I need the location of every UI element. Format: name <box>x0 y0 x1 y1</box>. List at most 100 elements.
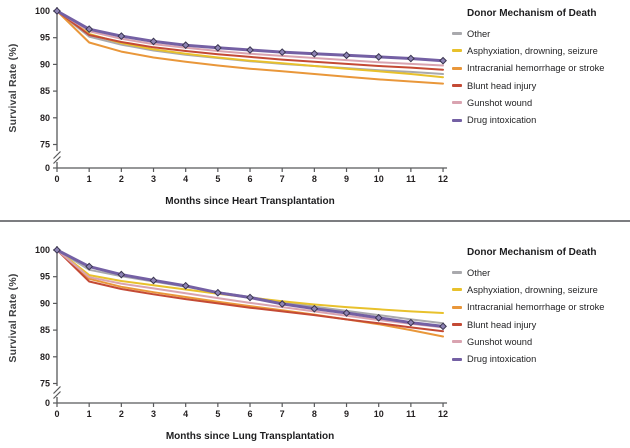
line-swatch-blunt-head-injury <box>452 323 462 327</box>
marker-diamond-drug-intoxication <box>85 262 94 271</box>
x-tick-label: 8 <box>312 409 317 419</box>
line-swatch-gunshot-wound <box>452 101 462 105</box>
x-tick-label: 9 <box>344 174 349 184</box>
x-tick-label: 12 <box>438 409 448 419</box>
y-tick-label: 75 <box>40 140 50 150</box>
axis-break-slash <box>53 386 61 394</box>
x-tick-label: 4 <box>183 174 188 184</box>
axis-break-slash <box>53 156 61 164</box>
y-axis-label-heart: Survival Rate (%) <box>7 43 19 133</box>
marker-diamond-drug-intoxication <box>374 53 383 61</box>
x-tick-label: 1 <box>87 409 92 419</box>
legend-label: Other <box>467 28 491 39</box>
marker-diamond-drug-intoxication <box>406 318 415 327</box>
x-tick-label: 7 <box>280 409 285 419</box>
x-tick-label: 2 <box>119 409 124 419</box>
series-line-blunt-head-injury <box>56 10 444 71</box>
legend-label: Drug intoxication <box>467 354 537 365</box>
x-tick-label: 0 <box>54 409 59 419</box>
legend-label: Intracranial hemorrhage or stroke <box>467 302 605 313</box>
legend-label: Gunshot wound <box>467 336 533 347</box>
marker-diamond-drug-intoxication <box>85 25 94 34</box>
x-tick-label: 8 <box>312 174 317 184</box>
x-axis-title: Months since Lung Transplantation <box>166 431 334 442</box>
x-tick-label: 5 <box>215 174 220 184</box>
x-tick-label: 4 <box>183 409 188 419</box>
marker-diamond-drug-intoxication <box>181 281 190 290</box>
panel-divider <box>0 220 630 222</box>
marker-diamond-drug-intoxication <box>439 322 447 331</box>
legend-title: Donor Mechanism of Death <box>467 8 597 19</box>
marker-diamond-drug-intoxication <box>246 46 254 54</box>
legend-item-other: Other <box>452 264 630 281</box>
legend-item-intracranial: Intracranial hemorrhage or stroke <box>452 60 630 77</box>
x-tick-label: 10 <box>374 409 384 419</box>
legend-lung: Donor Mechanism of Death Other Asphyxiat… <box>452 247 630 368</box>
marker-diamond-drug-intoxication <box>406 54 415 63</box>
marker-diamond-drug-intoxication <box>181 41 190 50</box>
marker-diamond-drug-intoxication <box>342 51 351 60</box>
x-tick-label: 1 <box>87 174 92 184</box>
legend-label: Drug intoxication <box>467 115 537 126</box>
y-tick-label: 75 <box>40 379 50 389</box>
legend-item-other: Other <box>452 25 630 42</box>
marker-diamond-drug-intoxication <box>213 288 222 297</box>
x-tick-label: 5 <box>215 409 220 419</box>
y-tick-label: 85 <box>40 86 50 96</box>
marker-diamond-drug-intoxication <box>310 49 319 58</box>
marker-diamond-drug-intoxication <box>310 304 319 313</box>
y-tick-label: 95 <box>40 272 50 282</box>
legend-item-drug-intoxication: Drug intoxication <box>452 350 630 367</box>
x-tick-label: 11 <box>406 174 416 184</box>
x-tick-label: 10 <box>374 174 384 184</box>
axis-break-slash <box>53 391 61 399</box>
y-tick-label: 0 <box>45 398 50 408</box>
y-tick-label: 80 <box>40 352 50 362</box>
y-tick-label: 95 <box>40 33 50 43</box>
x-axis-title: Months since Heart Transplantation <box>165 196 334 207</box>
series-line-intracranial-hemorrhage-or-stroke <box>56 10 444 85</box>
axis-break-gap <box>55 386 59 397</box>
x-tick-label: 2 <box>119 174 124 184</box>
y-tick-label: 80 <box>40 113 50 123</box>
series-line-other <box>56 10 444 75</box>
line-swatch-asphyxiation <box>452 49 462 53</box>
x-tick-label: 0 <box>54 174 59 184</box>
x-tick-label: 12 <box>438 174 448 184</box>
y-tick-label: 90 <box>40 59 50 69</box>
line-swatch-drug-intoxication <box>452 118 462 122</box>
marker-diamond-drug-intoxication <box>53 7 61 15</box>
legend-label: Asphyxiation, drowning, seizure <box>467 284 598 295</box>
legend-label: Other <box>467 267 491 278</box>
line-swatch-intracranial <box>452 66 462 70</box>
legend-item-intracranial: Intracranial hemorrhage or stroke <box>452 299 630 316</box>
marker-diamond-drug-intoxication <box>53 246 61 254</box>
y-tick-label: 100 <box>35 6 50 16</box>
series-line-blunt-head-injury <box>56 249 444 333</box>
marker-diamond-drug-intoxication <box>117 32 126 41</box>
marker-diamond-drug-intoxication <box>278 48 287 57</box>
marker-diamond-drug-intoxication <box>213 43 222 52</box>
line-swatch-other <box>452 32 462 36</box>
legend-item-asphyxiation: Asphyxiation, drowning, seizure <box>452 281 630 298</box>
x-tick-label: 9 <box>344 409 349 419</box>
legend-label: Gunshot wound <box>467 97 533 108</box>
marker-diamond-drug-intoxication <box>439 56 447 65</box>
axis-break-slash <box>53 151 61 159</box>
line-swatch-gunshot-wound <box>452 340 462 344</box>
legend-item-blunt-head-injury: Blunt head injury <box>452 77 630 94</box>
marker-diamond-drug-intoxication <box>149 37 158 46</box>
x-tick-label: 3 <box>151 409 156 419</box>
x-tick-label: 11 <box>406 409 416 419</box>
legend-heart: Donor Mechanism of Death Other Asphyxiat… <box>452 8 630 129</box>
x-tick-label: 6 <box>248 174 253 184</box>
y-tick-label: 0 <box>45 163 50 173</box>
legend-item-gunshot-wound: Gunshot wound <box>452 333 630 350</box>
legend-item-drug-intoxication: Drug intoxication <box>452 111 630 128</box>
marker-diamond-drug-intoxication <box>117 270 126 279</box>
marker-diamond-drug-intoxication <box>246 293 254 302</box>
y-tick-label: 85 <box>40 325 50 335</box>
marker-diamond-drug-intoxication <box>342 309 351 317</box>
